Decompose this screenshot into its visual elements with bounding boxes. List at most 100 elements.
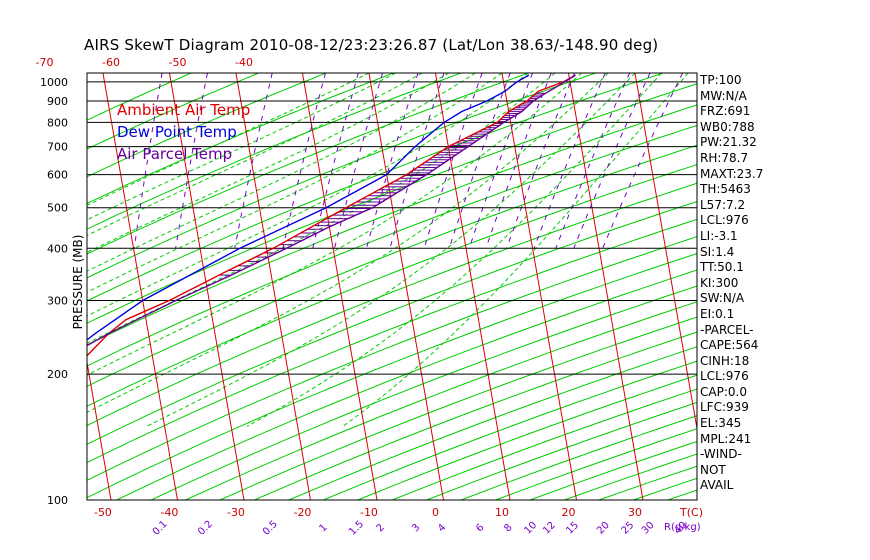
dry-adiabat-line — [771, 73, 870, 500]
stat-item: CAP:0.0 — [700, 384, 747, 399]
mixing-ratio-line — [334, 73, 384, 249]
mixing-ratio-tick-label: 1 — [318, 522, 330, 534]
isotherm-line — [102, 73, 178, 500]
stat-item: AVAIL — [700, 478, 734, 493]
mixing-ratio-tick-label: 4 — [436, 522, 448, 534]
stat-item: L57:7.2 — [700, 197, 746, 212]
stat-item: LCL:976 — [700, 213, 749, 228]
stat-item: PW:21.32 — [700, 135, 757, 150]
mixing-ratio-line — [312, 73, 359, 249]
stat-item: NOT — [700, 462, 726, 477]
dry-adiabat-line — [87, 73, 529, 255]
mixing-ratio-line — [485, 73, 552, 249]
moist-adiabat-line — [87, 73, 476, 272]
moist-adiabat-line — [87, 73, 529, 317]
isotherm-line — [87, 359, 112, 500]
top-temp-tick-label: -70 — [36, 56, 54, 69]
mixing-ratio-tick-label: 25 — [620, 520, 637, 537]
top-temp-tick-label: -40 — [235, 56, 253, 69]
mixing-ratio-line — [133, 73, 163, 249]
mixing-ratio-tick-label: 0.1 — [151, 519, 170, 538]
dry-adiabat-line — [667, 489, 697, 500]
dry-adiabat-line — [806, 73, 870, 500]
mixing-ratio-tick-label: 12 — [541, 520, 558, 537]
mixing-ratio-tick-label: 0.2 — [196, 519, 215, 538]
bottom-temp-axis-label: T(C) — [679, 506, 703, 519]
chart-title: AIRS SkewT Diagram 2010-08-12/23:23:26.8… — [84, 36, 659, 54]
dry-adiabat-line — [87, 104, 697, 346]
dewpoint-temp-line — [87, 74, 530, 341]
pressure-tick-label: 600 — [47, 169, 68, 182]
dry-adiabat-line — [87, 73, 259, 150]
dry-adiabat-line — [840, 73, 870, 500]
mixing-ratio-line — [448, 73, 511, 249]
legend-dew-point-temp: Dew Point Temp — [117, 123, 237, 141]
dry-adiabat-line — [116, 269, 697, 500]
stat-item: CINH:18 — [700, 353, 750, 368]
pressure-tick-label: 800 — [47, 116, 68, 129]
isotherm-line — [567, 73, 644, 500]
dry-adiabat-line — [87, 182, 697, 427]
mixing-ratio-tick-label: 6 — [474, 522, 486, 534]
stat-item: KI:300 — [700, 275, 739, 290]
mixing-ratio-line — [366, 73, 419, 249]
isotherm-line — [301, 73, 378, 500]
dry-adiabat-line — [357, 374, 697, 500]
dry-adiabat-line — [87, 124, 697, 367]
isotherm-line — [834, 73, 870, 500]
bottom-temp-tick-label: -40 — [160, 506, 178, 519]
mixing-ratio-line — [573, 73, 651, 249]
dry-adiabat-line — [87, 73, 394, 204]
mixing-ratio-tick-label: 3 — [410, 522, 422, 534]
legend-ambient-air-temp: Ambient Air Temp — [117, 101, 251, 119]
stat-item: SI:1.4 — [700, 244, 735, 259]
top-temp-tick-label: -50 — [169, 56, 187, 69]
dry-adiabat-line — [87, 201, 697, 445]
bottom-temp-tick-label: -50 — [94, 506, 112, 519]
dry-adiabat-line — [150, 285, 697, 500]
pressure-tick-label: 100 — [47, 494, 68, 507]
dry-adiabat-line — [392, 388, 697, 500]
stat-item: MPL:241 — [700, 431, 752, 446]
pressure-tick-label: 400 — [47, 242, 68, 255]
bottom-temp-tick-label: 0 — [432, 506, 439, 519]
dry-adiabat-line — [87, 218, 697, 464]
mixing-ratio-tick-label: 8 — [502, 522, 514, 534]
pressure-tick-label: 500 — [47, 202, 68, 215]
isotherm-line — [0, 73, 44, 500]
stat-item: EI:0.1 — [700, 306, 735, 321]
isotherm-line — [501, 73, 577, 500]
stat-item: EL:345 — [700, 416, 742, 431]
pressure-tick-label: 300 — [47, 294, 68, 307]
stat-item: LI:-3.1 — [700, 228, 738, 243]
stat-item: TT:50.1 — [700, 260, 744, 275]
mixing-ratio-tick-label: 20 — [595, 520, 612, 537]
mixing-ratio-line — [555, 73, 631, 249]
isotherm-line — [235, 73, 311, 500]
pressure-tick-label: 900 — [47, 95, 68, 108]
stat-item: -PARCEL- — [700, 322, 754, 337]
moist-adiabat-line — [87, 73, 396, 221]
isotherm-line — [434, 73, 511, 500]
pressure-tick-label: 700 — [47, 141, 68, 154]
dry-adiabat-line — [87, 73, 664, 302]
plot-frame — [86, 72, 698, 501]
y-axis-label: PRESSURE (MB) — [71, 234, 85, 330]
stat-item: WB0:788 — [700, 119, 755, 134]
mixing-ratio-line — [175, 73, 208, 249]
stat-item: TP:100 — [700, 73, 742, 87]
dry-adiabat-line — [87, 164, 697, 407]
mixing-ratio-tick-label: 15 — [564, 520, 581, 537]
stat-item: SW:N/A — [700, 291, 745, 306]
bottom-temp-tick-label: 10 — [495, 506, 509, 519]
isotherm-line — [368, 73, 444, 500]
dry-adiabat-line — [219, 316, 697, 500]
bottom-temp-tick-label: 30 — [628, 506, 642, 519]
mixing-ratio-line — [234, 73, 273, 249]
stat-item: -WIND- — [700, 447, 742, 462]
pressure-tick-label: 1000 — [40, 76, 68, 89]
stat-item: MW:N/A — [700, 88, 747, 103]
bottom-temp-tick-label: -10 — [360, 506, 378, 519]
pressure-tick-label: 200 — [47, 368, 68, 381]
